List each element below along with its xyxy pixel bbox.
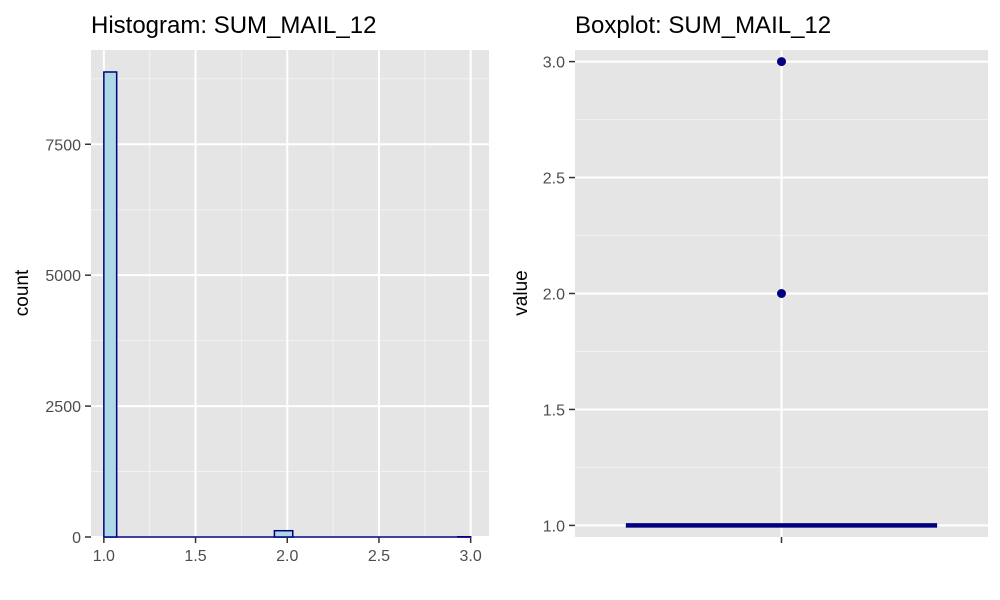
histogram-x-tick-label: 3.0 — [460, 548, 482, 565]
boxplot-y-label: value — [511, 270, 532, 315]
histogram-bar — [103, 71, 118, 538]
histogram-x-tick-label: 2.5 — [368, 548, 390, 565]
boxplot-y-tick-label: 1.0 — [543, 518, 565, 535]
histogram-x-tick-label: 1.0 — [93, 548, 115, 565]
histogram-x-tick-label: 2.0 — [276, 548, 298, 565]
histogram-y-axis: 0 2500 5000 7500 — [45, 137, 91, 547]
boxplot-y-tick-label: 2.0 — [543, 287, 565, 304]
histogram-panel — [91, 50, 489, 537]
histogram-y-tick-label: 5000 — [45, 268, 81, 285]
histogram-x-axis: 1.0 1.5 2.0 2.5 3.0 — [93, 537, 482, 565]
boxplot-title: Boxplot: SUM_MAIL_12 — [575, 12, 831, 39]
boxplot-outlier-point — [777, 289, 786, 298]
boxplot-y-tick-label: 3.0 — [543, 55, 565, 72]
histogram-bar — [273, 529, 294, 538]
boxplot-y-axis: 1.0 1.5 2.0 2.5 3.0 — [543, 55, 783, 543]
histogram-x-tick-label: 1.5 — [184, 548, 206, 565]
boxplot-y-tick-label: 2.5 — [543, 171, 565, 188]
histogram-y-tick-label: 2500 — [45, 399, 81, 416]
boxplot-box — [625, 57, 938, 528]
histogram-y-label: count — [12, 269, 33, 316]
histogram-title: Histogram: SUM_MAIL_12 — [91, 12, 376, 39]
histogram-y-tick-label: 0 — [72, 530, 81, 547]
boxplot-outlier-point — [777, 57, 786, 67]
boxplot-y-tick-label: 1.5 — [543, 402, 565, 419]
histogram-y-tick-label: 7500 — [45, 137, 81, 154]
